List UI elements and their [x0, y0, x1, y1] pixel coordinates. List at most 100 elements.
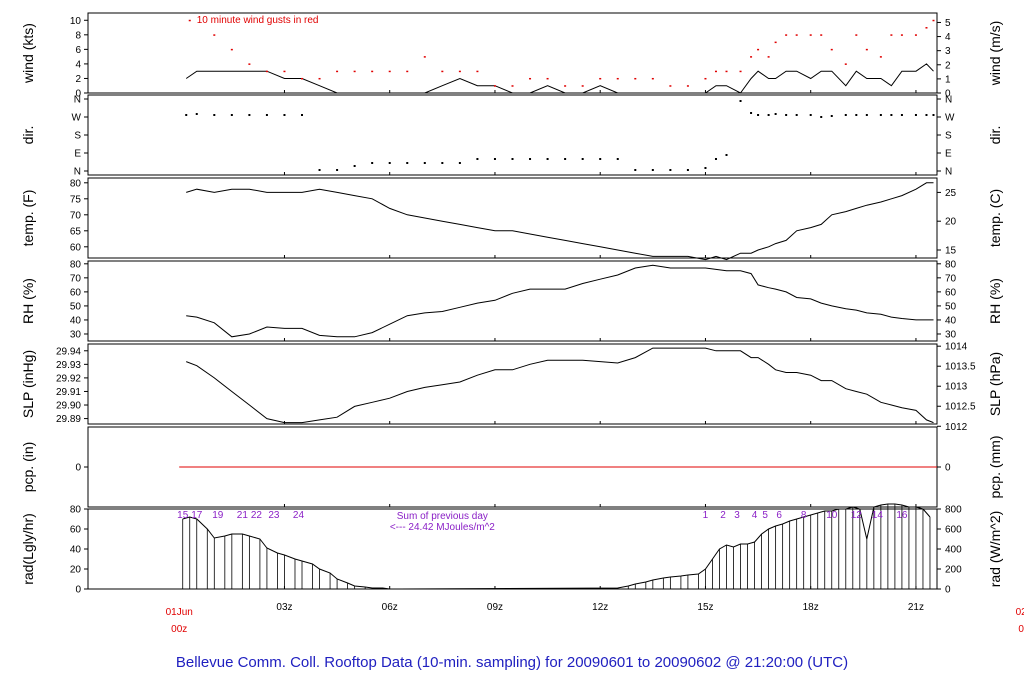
slp-ytick-label-left: 29.92	[56, 373, 81, 384]
wind-gust-point	[686, 85, 689, 87]
dir-point	[406, 162, 409, 164]
dir-point	[844, 114, 847, 116]
wind-ytick-label-left: 8	[75, 30, 81, 41]
dir-ytick-label-left: S	[74, 131, 81, 142]
dir-point	[820, 116, 823, 118]
dir-point	[301, 114, 304, 116]
dir-point	[634, 169, 637, 171]
dir-point	[725, 154, 728, 156]
wind-ytick-label-right: 3	[945, 46, 951, 57]
dir-point	[865, 114, 868, 116]
chart-title: Bellevue Comm. Coll. Rooftop Data (10-mi…	[176, 654, 848, 671]
dir-point	[476, 158, 479, 160]
sum-value: <--- 24.42 MJoules/m^2	[390, 522, 495, 533]
rh-ytick-label-left: 30	[70, 329, 82, 340]
rh-ytick-label-right: 70	[945, 273, 957, 284]
x-tick-label: 06z	[382, 602, 398, 613]
rh-ytick-label-left: 80	[70, 259, 82, 270]
rad-ytick-label-left: 20	[70, 565, 82, 576]
wind-gust-point	[511, 85, 514, 87]
rh-ytick-label-left: 40	[70, 315, 82, 326]
pcp-ylabel-right: pcp. (mm)	[987, 436, 1003, 499]
rh-panel-frame	[87, 260, 938, 342]
dir-point	[767, 114, 770, 116]
wind-gust-point	[616, 77, 619, 80]
wind-gust-point	[406, 70, 409, 73]
temp-series-line	[186, 182, 934, 261]
dir-point	[564, 158, 567, 160]
wind-ytick-label-right: 1	[945, 74, 951, 85]
dir-point	[248, 114, 251, 116]
wind-gust-point	[230, 48, 233, 51]
wind-gust-point	[714, 70, 717, 73]
dir-ylabel-left: dir.	[20, 126, 36, 145]
wind-gust-point	[476, 70, 479, 73]
rad-hour-label: 14	[872, 510, 884, 521]
wind-gust-point	[265, 70, 268, 73]
dir-point	[739, 100, 742, 102]
dir-point	[546, 158, 549, 160]
x-date-label: 02	[1016, 607, 1024, 618]
rad-ytick-label-left: 60	[70, 525, 82, 536]
dir-point	[890, 114, 893, 116]
x-tick-label: 18z	[803, 602, 819, 613]
dir-point	[283, 114, 286, 116]
wind-gust-point	[704, 77, 707, 80]
dir-point	[914, 114, 917, 116]
dir-point	[669, 169, 672, 171]
rh-ytick-label-left: 60	[70, 287, 82, 298]
wind-gust-point	[669, 85, 672, 87]
wind-gust-point	[188, 19, 191, 22]
rad-ytick-label-right: 200	[945, 565, 962, 576]
dir-point	[581, 158, 584, 160]
wind-gust-point	[248, 63, 251, 65]
dir-point	[529, 158, 532, 160]
rh-ytick-label-left: 70	[70, 273, 82, 284]
dir-point	[774, 113, 777, 115]
wind-gust-point	[890, 34, 893, 36]
temp-ytick-label-right: 20	[945, 217, 957, 228]
slp-series-line	[186, 347, 934, 424]
rad-hour-label: 16	[896, 510, 908, 521]
dir-panel-frame	[87, 94, 938, 176]
temp-ytick-label-right: 15	[945, 246, 957, 257]
dir-point	[213, 114, 216, 116]
slp-ytick-label-right: 1012	[945, 422, 968, 433]
temp-panel-frame	[87, 177, 938, 259]
rad-hour-label: 22	[251, 510, 263, 521]
dir-point	[423, 162, 426, 164]
slp-ytick-label-right: 1013	[945, 382, 968, 393]
dir-point	[714, 158, 717, 160]
dir-ytick-label-right: N	[945, 167, 952, 178]
pcp-ytick-label-left: 0	[75, 463, 81, 474]
x-date-sublabel: 00z	[171, 624, 187, 635]
wind-gust-point	[283, 70, 286, 73]
wind-gust-point	[820, 34, 823, 36]
dir-ytick-label-right: N	[945, 95, 952, 106]
dir-point	[388, 162, 391, 164]
temp-ytick-label-left: 80	[70, 178, 82, 189]
dir-point	[757, 114, 760, 116]
wind-gust-point	[925, 27, 928, 29]
wind-gust-point	[932, 19, 935, 22]
wind-gust-point	[546, 77, 549, 80]
wind-gust-point	[301, 77, 304, 80]
dir-point	[616, 158, 619, 160]
dir-point	[795, 114, 798, 116]
temp-ylabel-left: temp. (F)	[20, 190, 36, 247]
dir-ylabel-right: dir.	[987, 126, 1003, 145]
dir-point	[185, 114, 188, 116]
temp-ytick-label-left: 65	[70, 226, 82, 237]
rad-envelope-line	[182, 503, 931, 590]
wind-gust-point	[336, 70, 339, 73]
wind-gust-point	[371, 70, 374, 73]
x-date-sublabel: 0	[1018, 624, 1024, 635]
dir-point	[879, 114, 882, 116]
rad-hour-label: 8	[801, 510, 807, 521]
dir-point	[830, 115, 833, 117]
rad-hour-label: 1	[703, 510, 709, 521]
wind-series-line	[185, 63, 934, 94]
wind-ytick-label-right: 5	[945, 18, 951, 29]
wind-gust-point	[900, 34, 903, 36]
